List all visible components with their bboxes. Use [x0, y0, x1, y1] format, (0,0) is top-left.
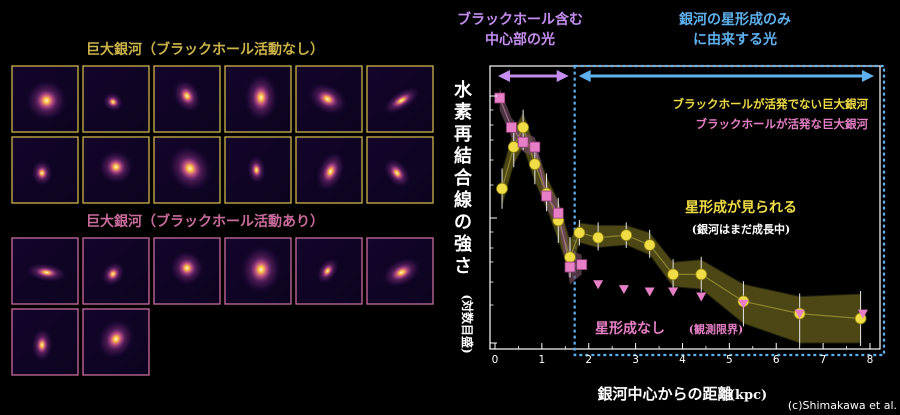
- data-point-square: [517, 136, 529, 148]
- galaxy-thumbnail: [11, 65, 79, 133]
- data-point-triangle-down: [644, 287, 655, 297]
- galaxy-thumbnail: [82, 237, 150, 305]
- data-point-square: [552, 207, 564, 219]
- svg-text:線: 線: [454, 189, 472, 211]
- galaxy-thumbnail: [366, 136, 434, 204]
- trend-line-0: [501, 125, 861, 320]
- data-point-triangle-down: [696, 292, 707, 302]
- data-point-triangle-down: [857, 309, 868, 319]
- galaxy-thumbnail: [11, 308, 79, 376]
- svg-text:の: の: [454, 212, 472, 233]
- y-ticks: [490, 95, 497, 344]
- x-tick-label: 4: [679, 354, 686, 366]
- group2-title: 巨大銀河（ブラックホール活動あり）: [86, 213, 324, 230]
- galaxy-thumbnail: [224, 65, 292, 133]
- galaxy-thumbnail: [82, 136, 150, 204]
- data-point-square: [541, 190, 552, 202]
- data-point-triangle-down: [618, 285, 629, 295]
- data-point-circle: [573, 226, 586, 239]
- legend-entry-inactive: ブラックホールが活発でない巨大銀河: [673, 97, 869, 111]
- data-point-circle: [667, 268, 680, 281]
- band-0: [501, 111, 862, 344]
- data-point-circle: [507, 141, 520, 153]
- galaxy-thumbnail: [295, 237, 363, 305]
- data-point-circle: [528, 158, 541, 171]
- legend-entry-active: ブラックホールが活発な巨大銀河: [696, 117, 869, 131]
- annotation-no-sf-sub: (観測限界): [689, 322, 743, 336]
- data-point-circle: [643, 239, 656, 251]
- data-point-circle: [695, 268, 708, 281]
- x-tick-label: 5: [726, 354, 733, 366]
- galaxy-thumbnail: [82, 308, 150, 376]
- group1-grid: [11, 65, 434, 204]
- x-axis-label: 銀河中心からの距離: [597, 385, 732, 403]
- data-point-square: [506, 122, 517, 133]
- x-axis-unit: (kpc): [729, 388, 767, 403]
- data-point-square: [529, 141, 541, 153]
- galaxy-thumbnail: [11, 136, 79, 204]
- x-tick-label: 8: [867, 354, 874, 366]
- galaxy-thumbnail: [153, 237, 221, 305]
- svg-text:再: 再: [454, 124, 472, 145]
- data-point-circle: [592, 231, 605, 244]
- region-arrows: [498, 70, 874, 82]
- data-point-circle: [517, 121, 530, 134]
- data-point-circle: [496, 182, 508, 195]
- data-point-square: [564, 261, 576, 273]
- group1-title: 巨大銀河（ブラックホール活動なし）: [86, 41, 324, 58]
- data-marks: [494, 92, 868, 325]
- data-point-triangle-down: [794, 309, 805, 319]
- galaxy-thumbnail: [224, 136, 292, 204]
- data-point-triangle-down: [668, 287, 679, 297]
- svg-text:合: 合: [454, 167, 473, 189]
- x-tick-label: 6: [773, 354, 780, 366]
- x-tick-label: 2: [585, 354, 592, 366]
- svg-text:強: 強: [454, 233, 472, 255]
- data-point-square: [494, 92, 506, 104]
- data-point-square: [576, 259, 588, 271]
- galaxy-thumbnail: [366, 237, 434, 305]
- galaxy-thumbnail: [295, 136, 363, 204]
- x-tick-label: 7: [820, 354, 827, 366]
- sf-region-box: [573, 64, 886, 357]
- x-tick-label: 1: [539, 354, 546, 366]
- annotation-no-sf: 星形成なし: [595, 320, 665, 337]
- data-point-triangle-down: [593, 280, 604, 290]
- svg-text:水: 水: [454, 79, 473, 101]
- svg-text:素: 素: [454, 102, 472, 123]
- bh-region-label: ブラックホール含む中心部の光: [457, 11, 583, 48]
- data-point-circle: [564, 251, 576, 264]
- galaxy-thumbnail: [11, 237, 79, 305]
- sf-region-label: 銀河の星形成のみに由来する光: [679, 11, 791, 48]
- data-point-triangle-down: [738, 299, 749, 309]
- data-point-circle: [620, 229, 633, 242]
- annotation-sf-seen: 星形成が見られる: [685, 199, 797, 216]
- svg-text:(対数目盛): (対数目盛): [460, 294, 475, 353]
- x-tick-label: 3: [632, 354, 639, 366]
- annotation-sf-seen-sub: (銀河はまだ成長中): [692, 222, 790, 236]
- svg-text:さ: さ: [454, 256, 472, 277]
- galaxy-thumbnail: [224, 237, 292, 305]
- svg-text:結: 結: [454, 145, 472, 167]
- x-tick-label: 0: [492, 354, 499, 366]
- x-ticks: 0 1 2 3 4 5 6 7 8: [492, 343, 874, 366]
- galaxy-thumbnail: [153, 65, 221, 133]
- galaxy-thumbnail: [295, 65, 363, 133]
- galaxy-thumbnail: [82, 65, 150, 133]
- galaxy-thumbnail: [366, 65, 434, 133]
- galaxy-thumbnails-panel: 巨大銀河（ブラックホール活動なし） 巨大銀河（ブラックホール活動あり）: [11, 41, 434, 376]
- credit: (c)Shimakawa et al.: [788, 399, 897, 412]
- galaxy-thumbnail: [153, 136, 221, 204]
- group2-grid: [11, 237, 434, 376]
